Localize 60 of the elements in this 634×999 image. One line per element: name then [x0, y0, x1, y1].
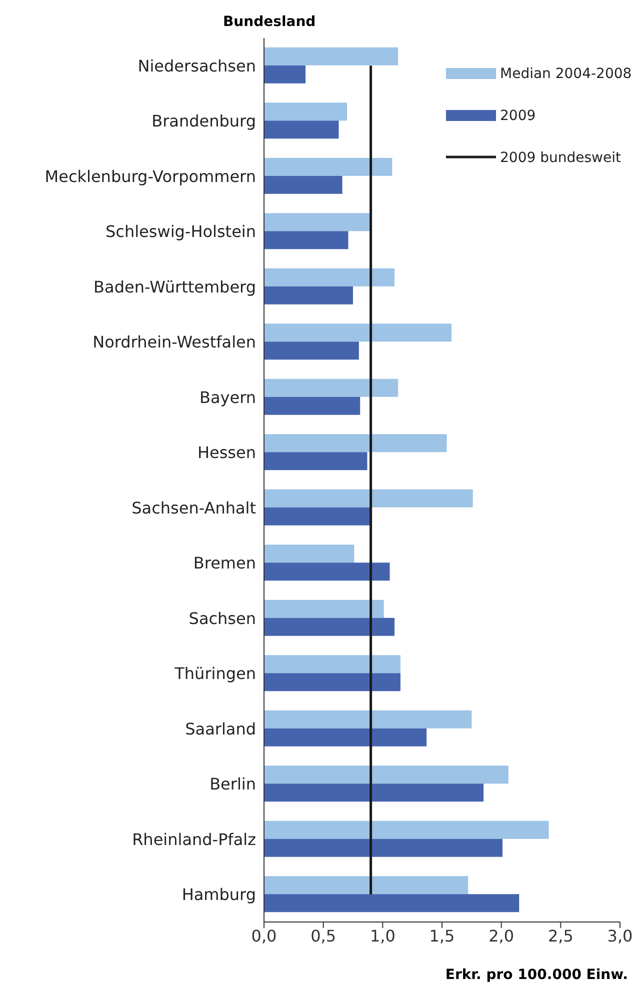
- y-tick-label: Rheinland-Pfalz: [132, 830, 256, 849]
- x-tick-label: 0,5: [310, 926, 336, 946]
- bar: [264, 231, 348, 250]
- y-tick-label: Nordrhein-Westfalen: [92, 332, 256, 352]
- bar: [264, 544, 354, 563]
- y-tick-label: Brandenburg: [152, 112, 256, 131]
- x-axis-title: Erkr. pro 100.000 Einw.: [445, 967, 628, 983]
- y-axis-title: Bundesland: [223, 14, 316, 30]
- x-tick-label: 0,0: [251, 926, 277, 946]
- bar: [264, 286, 353, 304]
- bar: [264, 562, 390, 581]
- y-tick-label: Sachsen: [188, 608, 256, 628]
- bar: [264, 158, 392, 176]
- y-tick-label: Bremen: [193, 554, 256, 573]
- legend-label: 2009: [500, 108, 536, 124]
- legend-label: Median 2004-2008: [500, 66, 632, 82]
- x-tick-label: 1,5: [429, 926, 455, 946]
- bar: [264, 600, 384, 618]
- legend-label: 2009 bundesweit: [500, 150, 622, 166]
- bar: [264, 710, 472, 728]
- bar: [264, 784, 484, 802]
- x-tick-label: 2,5: [548, 926, 574, 946]
- x-tick-label: 3,0: [607, 926, 633, 946]
- bar: [264, 655, 400, 674]
- y-tick-label: Berlin: [210, 774, 256, 794]
- bar: [264, 47, 398, 66]
- bar: [264, 102, 348, 121]
- bar: [264, 176, 342, 194]
- bar: [264, 838, 503, 857]
- y-tick-label: Saarland: [185, 719, 256, 738]
- bar: [264, 342, 359, 360]
- y-tick-label: Baden-Württemberg: [94, 277, 256, 296]
- bar: [264, 728, 427, 746]
- y-tick-label: Niedersachsen: [138, 56, 256, 76]
- bar: [264, 452, 368, 470]
- bar: [264, 507, 371, 526]
- bar: [264, 618, 395, 636]
- bar: [264, 876, 468, 894]
- y-tick-label: Schleswig-Holstein: [106, 222, 256, 242]
- y-tick-label: Sachsen-Anhalt: [132, 498, 256, 518]
- y-tick-label: Bayern: [199, 388, 256, 407]
- y-tick-label: Hessen: [197, 443, 256, 462]
- bar: [264, 673, 400, 692]
- bar: [264, 489, 473, 508]
- bar: [264, 396, 360, 415]
- bar: [264, 324, 452, 342]
- bar: [264, 434, 447, 452]
- y-tick-label: Hamburg: [182, 885, 256, 904]
- bar: [264, 213, 371, 232]
- bar: [264, 378, 398, 397]
- bar: [264, 894, 520, 912]
- bar: [264, 766, 508, 784]
- x-tick-label: 1,0: [370, 926, 396, 946]
- y-tick-label: Thüringen: [174, 664, 256, 684]
- y-tick-label: Mecklenburg-Vorpommern: [44, 166, 256, 186]
- x-tick-label: 2,0: [488, 926, 514, 946]
- bar: [264, 65, 306, 84]
- bar: [264, 268, 395, 286]
- bar: [264, 820, 549, 839]
- bar: [264, 120, 339, 139]
